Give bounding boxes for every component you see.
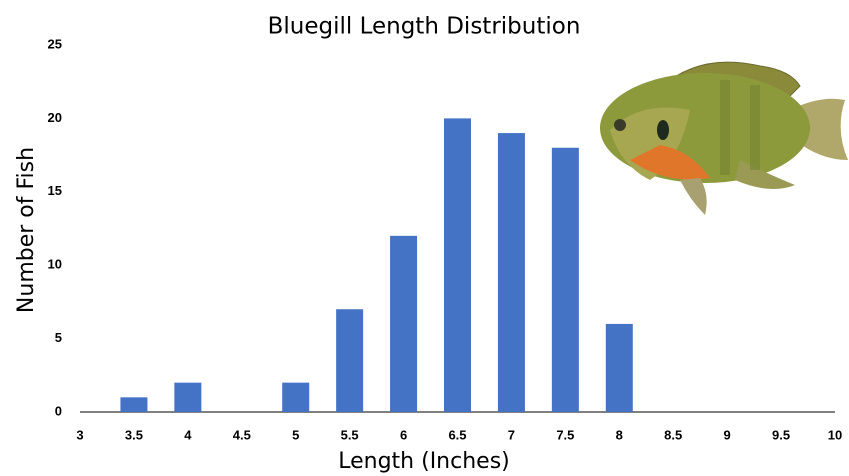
x-tick-label: 3 bbox=[76, 427, 83, 442]
x-tick-label: 6 bbox=[400, 427, 407, 442]
x-tick-label: 6.5 bbox=[448, 427, 466, 442]
x-tick-label: 5.5 bbox=[341, 427, 359, 442]
y-tick-label: 15 bbox=[48, 183, 62, 198]
chart: Bluegill Length Distribution Length (Inc… bbox=[0, 0, 849, 476]
bar bbox=[552, 148, 579, 412]
bar bbox=[606, 324, 633, 412]
bar bbox=[498, 133, 525, 412]
y-axis-title: Number of Fish bbox=[14, 147, 39, 313]
x-tick-label: 9 bbox=[724, 427, 731, 442]
y-tick-label: 5 bbox=[55, 330, 62, 345]
fish-illustration bbox=[600, 62, 848, 215]
bar bbox=[282, 383, 309, 412]
x-tick-label: 9.5 bbox=[772, 427, 790, 442]
x-tick-label: 10 bbox=[828, 427, 842, 442]
x-tick-label: 4.5 bbox=[233, 427, 251, 442]
bar bbox=[174, 383, 201, 412]
x-tick-label: 5 bbox=[292, 427, 299, 442]
x-tick-label: 8 bbox=[616, 427, 623, 442]
x-tick-label: 8.5 bbox=[664, 427, 682, 442]
x-tick-label: 7.5 bbox=[556, 427, 574, 442]
y-tick-label: 25 bbox=[48, 36, 62, 51]
chart-title: Bluegill Length Distribution bbox=[268, 14, 581, 40]
bar bbox=[120, 397, 147, 412]
y-tick-label: 20 bbox=[48, 110, 62, 125]
bar bbox=[390, 236, 417, 412]
bar bbox=[444, 118, 471, 412]
x-axis-title: Length (Inches) bbox=[338, 449, 510, 474]
x-tick-label: 7 bbox=[508, 427, 515, 442]
y-tick-label: 0 bbox=[55, 403, 62, 418]
y-tick-label: 10 bbox=[48, 257, 62, 272]
x-tick-label: 3.5 bbox=[125, 427, 143, 442]
x-tick-label: 4 bbox=[184, 427, 192, 442]
bar bbox=[336, 309, 363, 412]
